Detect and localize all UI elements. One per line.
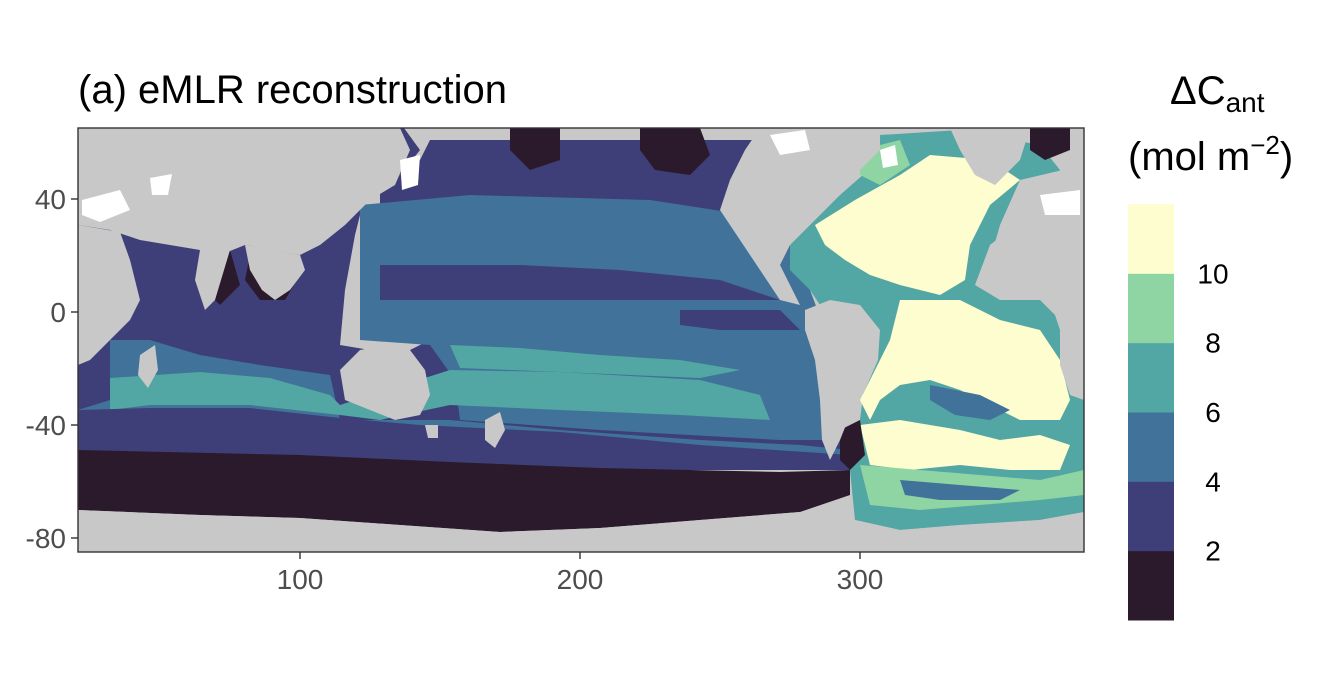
legend-unit-open: (mol m bbox=[1128, 135, 1250, 179]
africa-landmass bbox=[78, 225, 140, 365]
legend-title: ΔCant bbox=[1170, 69, 1265, 118]
legend-labels: 2 4 6 8 10 bbox=[1197, 258, 1228, 566]
south-atlantic-high-field bbox=[860, 300, 1070, 420]
legend-break-label-6: 6 bbox=[1205, 397, 1221, 428]
legend-swatch-4 bbox=[1128, 342, 1174, 413]
bering-sea-field bbox=[640, 128, 710, 175]
y-tick-label-40: 40 bbox=[35, 184, 66, 215]
antarctica-landmass bbox=[78, 510, 1084, 552]
eurasia-landmass bbox=[78, 128, 410, 255]
legend-break-label-8: 8 bbox=[1205, 328, 1221, 359]
x-tick-label-300: 300 bbox=[837, 564, 884, 595]
no-data-arctic-patch bbox=[770, 130, 810, 155]
y-tick-label-neg80: -80 bbox=[26, 523, 66, 554]
new-zealand-landmass bbox=[485, 412, 505, 448]
x-tick-label-100: 100 bbox=[277, 564, 324, 595]
legend-break-label-10: 10 bbox=[1197, 258, 1228, 289]
no-data-europe-patch bbox=[1040, 190, 1080, 215]
antarctic-field bbox=[78, 450, 850, 532]
no-data-siberia-patch bbox=[400, 155, 420, 190]
x-tick-label-200: 200 bbox=[557, 564, 604, 595]
panel-border bbox=[77, 127, 1085, 553]
legend-title-main: ΔC bbox=[1170, 69, 1226, 113]
north-atlantic-high-field bbox=[815, 155, 1020, 295]
south-pacific-subtropical-field bbox=[450, 345, 740, 378]
legend-swatch-1 bbox=[1128, 550, 1174, 621]
no-data-hudson-patch bbox=[880, 145, 898, 168]
southeast-asia-landmass bbox=[245, 245, 305, 300]
okhotsk-sea-field bbox=[510, 128, 560, 170]
no-data-caspian-patch bbox=[150, 174, 172, 195]
y-tick-label-neg40: -40 bbox=[26, 410, 66, 441]
legend-colorbar bbox=[1128, 204, 1174, 621]
legend-unit-superscript: −2 bbox=[1250, 130, 1280, 160]
south-america-landmass bbox=[805, 300, 880, 460]
north-america-landmass bbox=[720, 128, 880, 305]
pacific-east-equatorial-field bbox=[680, 310, 800, 330]
legend-unit: (mol m−2) bbox=[1128, 130, 1293, 179]
atlantic-south-blue-field bbox=[900, 480, 1020, 500]
legend-swatch-2 bbox=[1128, 481, 1174, 552]
tasmania-landmass bbox=[425, 425, 438, 438]
legend-swatch-6 bbox=[1128, 204, 1174, 274]
legend-break-label-4: 4 bbox=[1205, 466, 1221, 497]
australia-landmass bbox=[340, 345, 430, 420]
no-data-asia-patch bbox=[82, 190, 130, 222]
legend-unit-close: ) bbox=[1280, 135, 1293, 179]
drake-passage-field bbox=[840, 420, 865, 470]
legend-title-subscript: ant bbox=[1226, 87, 1265, 118]
pacific-equatorial-dark-field bbox=[380, 265, 780, 300]
southern-africa-landmass bbox=[1060, 330, 1084, 400]
axis-ticks bbox=[71, 198, 861, 559]
greenland-landmass bbox=[950, 128, 1030, 185]
southern-ocean-mid-belt-field bbox=[110, 370, 770, 420]
plot-title: (a) eMLR reconstruction bbox=[78, 68, 508, 112]
legend-swatch-5 bbox=[1128, 273, 1174, 344]
no-data-patches bbox=[82, 130, 1080, 222]
madagascar-landmass bbox=[138, 345, 158, 388]
legend-break-label-2: 2 bbox=[1205, 536, 1221, 567]
y-tick-label-0: 0 bbox=[50, 297, 66, 328]
india-landmass bbox=[195, 250, 230, 310]
south-atlantic-southern-high-field bbox=[860, 420, 1070, 470]
atlantic-blue-patch-field bbox=[930, 385, 1010, 420]
map-panel bbox=[78, 128, 1084, 552]
arctic-atlantic-dark-field bbox=[1030, 128, 1070, 160]
legend-swatch-3 bbox=[1128, 412, 1174, 482]
